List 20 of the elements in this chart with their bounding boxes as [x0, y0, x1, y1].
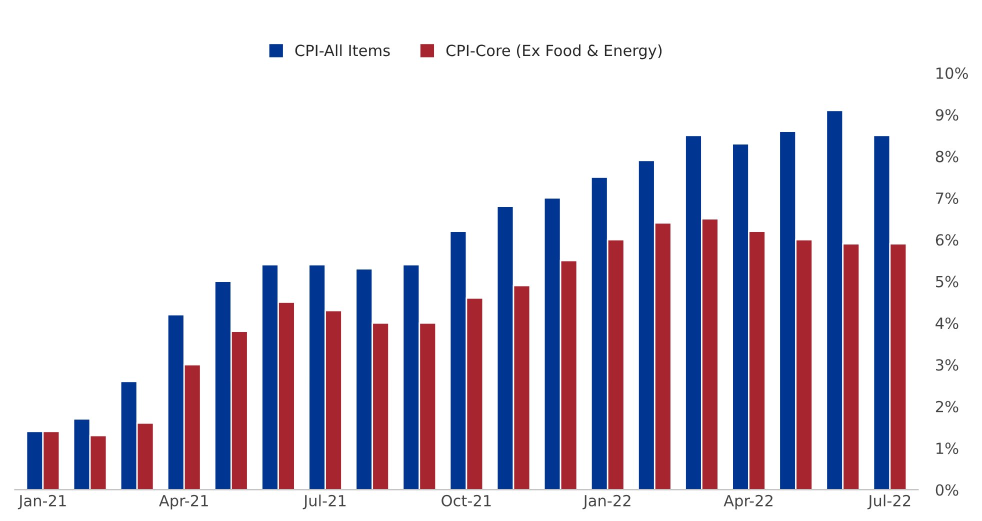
- y-tick-label: 5%: [936, 276, 958, 288]
- y-tick-label: 1%: [936, 442, 958, 454]
- x-tick-label: Apr-21: [159, 494, 208, 510]
- x-tick-label: Jul-22: [867, 494, 910, 510]
- x-tick-label: Jul-21: [302, 494, 346, 510]
- x-tick-label: Oct-21: [442, 494, 491, 506]
- x-tick-label: Apr-22: [724, 494, 772, 510]
- x-tick-label: Jan-21: [18, 494, 66, 510]
- y-tick-label: 10%: [936, 67, 968, 79]
- y-tick-label: 9%: [936, 109, 958, 121]
- y-tick-label: 7%: [936, 192, 958, 204]
- x-tick-label: Jan-22: [582, 494, 630, 510]
- y-tick-label: 8%: [936, 150, 958, 162]
- y-tick-label: 4%: [936, 317, 958, 330]
- y-tick-label: 3%: [936, 359, 958, 371]
- legend-label: CPI-Core (Ex Food & Energy): [446, 44, 662, 60]
- legend-label: CPI-All Items: [295, 44, 390, 56]
- y-tick-label: 2%: [936, 400, 958, 412]
- y-tick-label: 6%: [936, 234, 958, 246]
- y-tick-label: 0%: [936, 484, 958, 496]
